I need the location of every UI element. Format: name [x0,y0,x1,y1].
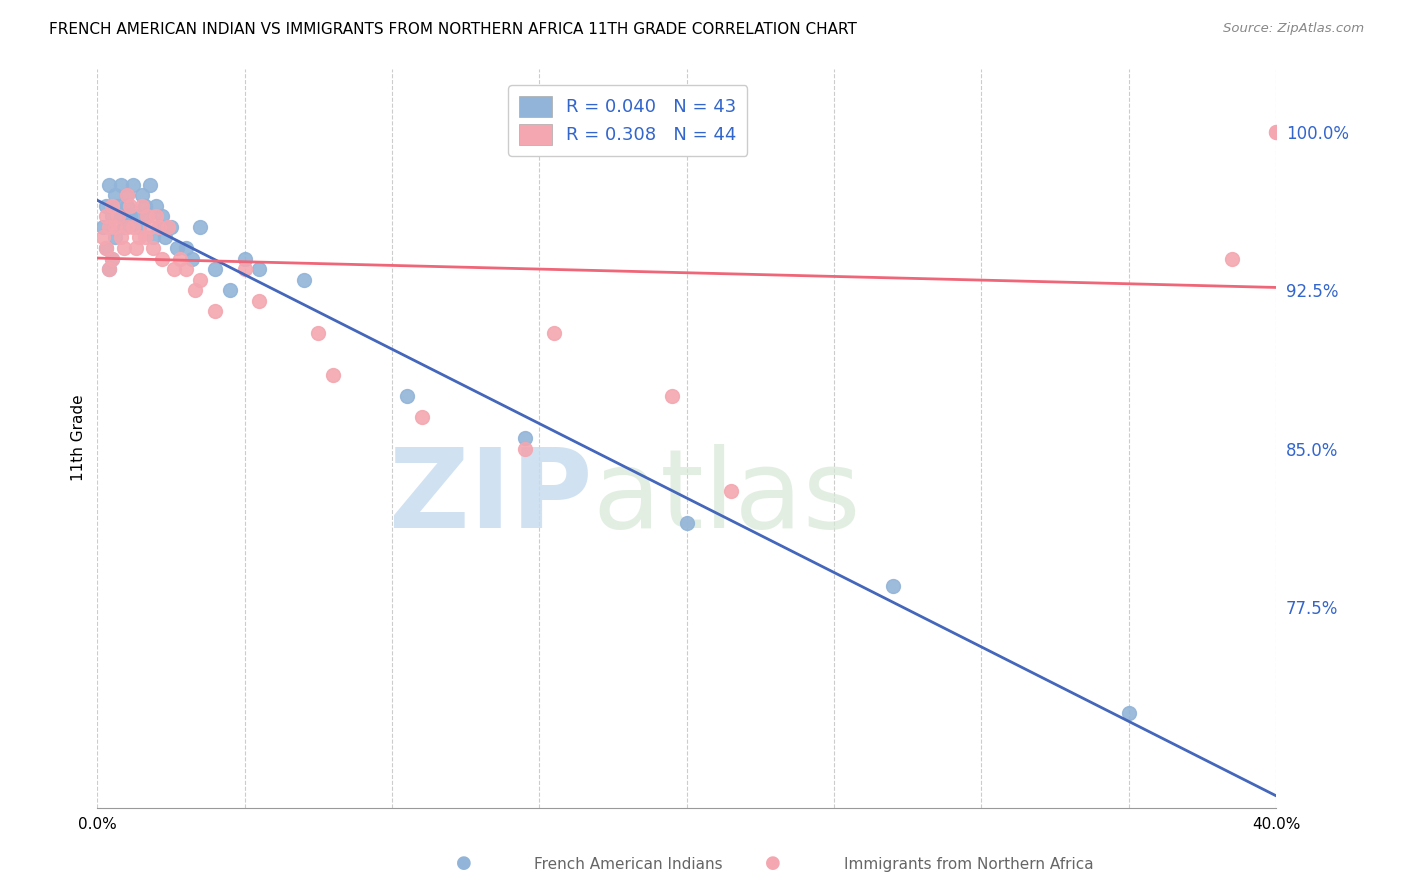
Point [101,210,124,224]
Point [292,273,315,287]
Point [150,210,173,224]
Point [124,241,146,255]
Point [104,230,127,244]
Point [91,219,114,234]
Point [157,219,180,234]
Y-axis label: 11th Grade: 11th Grade [72,395,86,482]
Point [96,241,118,255]
Point [675,516,697,530]
Point [882,579,904,593]
Text: Immigrants from Northern Africa: Immigrants from Northern Africa [844,857,1094,872]
Point [720,483,742,498]
Point [98,178,121,192]
Point [118,199,141,213]
Point [145,210,167,224]
Point [204,262,226,277]
Point [174,241,197,255]
Point [174,262,197,277]
Point [233,252,256,266]
Point [112,241,135,255]
Point [110,178,132,192]
Point [249,293,271,308]
Point [98,262,121,277]
Text: FRENCH AMERICAN INDIAN VS IMMIGRANTS FROM NORTHERN AFRICA 11TH GRADE CORRELATION: FRENCH AMERICAN INDIAN VS IMMIGRANTS FRO… [49,22,858,37]
Point [96,210,118,224]
Point [101,252,124,266]
Point [104,219,127,234]
Point [91,230,114,244]
Point [249,262,271,277]
Point [180,252,202,266]
Point [98,262,121,277]
Point [128,219,150,234]
Text: ZIP: ZIP [389,443,592,550]
Point [160,219,183,234]
Legend: R = 0.040   N = 43, R = 0.308   N = 44: R = 0.040 N = 43, R = 0.308 N = 44 [509,85,747,155]
Point [112,219,135,234]
Point [124,210,146,224]
Point [543,326,565,340]
Point [233,262,256,277]
Point [190,219,212,234]
Point [101,199,124,213]
Point [513,431,536,445]
Text: atlas: atlas [592,443,860,550]
Point [142,241,165,255]
Point [101,252,124,266]
Point [166,241,188,255]
Point [148,219,170,234]
Point [163,262,186,277]
Point [150,252,173,266]
Point [131,199,153,213]
Text: ●: ● [456,855,472,872]
Point [1220,252,1243,266]
Point [107,199,129,213]
Point [1118,706,1140,720]
Point [98,219,121,234]
Point [1265,125,1288,139]
Text: ●: ● [765,855,782,872]
Point [513,442,536,456]
Point [169,252,191,266]
Point [142,230,165,244]
Point [115,188,138,202]
Point [153,230,176,244]
Point [110,210,132,224]
Point [134,230,156,244]
Point [115,219,138,234]
Point [1265,125,1288,139]
Point [121,178,143,192]
Point [104,188,127,202]
Point [190,273,212,287]
Point [115,199,138,213]
Text: French American Indians: French American Indians [534,857,723,872]
Point [148,219,170,234]
Point [661,389,683,403]
Point [128,230,150,244]
Point [139,178,162,192]
Point [204,304,226,318]
Text: Source: ZipAtlas.com: Source: ZipAtlas.com [1223,22,1364,36]
Point [183,283,205,297]
Point [107,210,129,224]
Point [134,199,156,213]
Point [110,230,132,244]
Point [145,199,167,213]
Point [411,409,433,424]
Point [395,389,418,403]
Point [118,210,141,224]
Point [96,199,118,213]
Point [96,241,118,255]
Point [139,219,162,234]
Point [121,219,143,234]
Point [136,210,159,224]
Point [115,188,138,202]
Point [322,368,344,382]
Point [136,210,159,224]
Point [219,283,242,297]
Point [131,188,153,202]
Point [307,326,329,340]
